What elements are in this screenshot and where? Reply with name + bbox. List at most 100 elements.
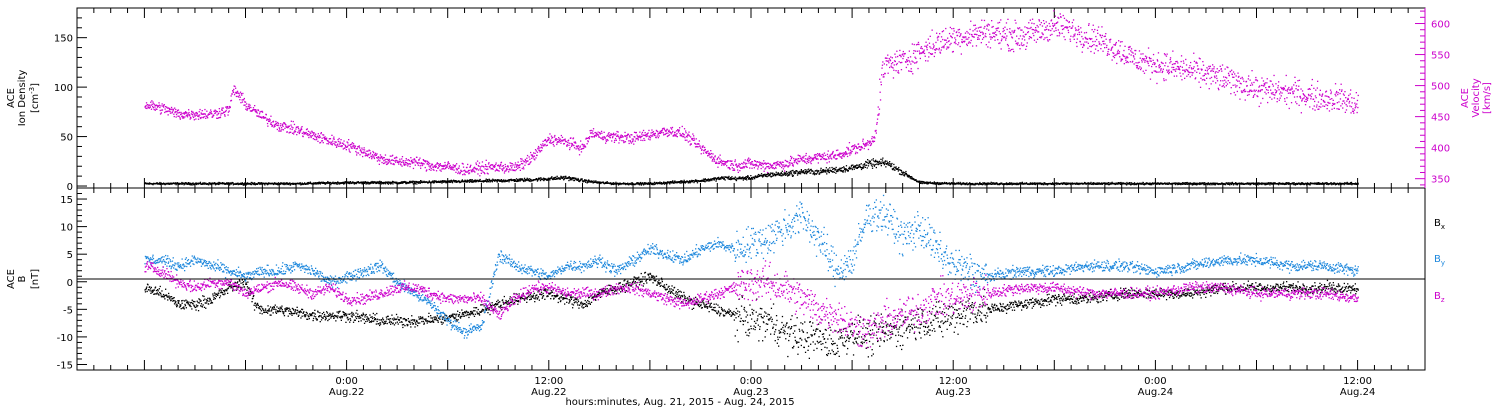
point-density xyxy=(1257,183,1259,185)
point-density xyxy=(237,182,239,184)
point-velocity xyxy=(373,157,376,160)
point-density xyxy=(440,181,442,183)
point-density xyxy=(1093,182,1095,184)
point-density xyxy=(853,166,855,168)
point-density xyxy=(415,180,418,183)
point-density xyxy=(886,163,888,165)
point-velocity xyxy=(313,138,316,141)
point-velocity xyxy=(315,139,317,141)
point-velocity xyxy=(647,135,649,137)
point-density xyxy=(440,180,443,182)
point-density xyxy=(740,177,742,180)
point-velocity xyxy=(492,168,494,170)
point-density xyxy=(159,183,162,186)
point-density xyxy=(1095,183,1097,185)
point-velocity xyxy=(357,152,360,154)
point-density xyxy=(869,160,871,162)
point-velocity xyxy=(403,163,405,165)
point-density xyxy=(937,182,939,184)
point-density xyxy=(843,166,845,168)
point-density xyxy=(502,181,504,183)
point-density xyxy=(734,178,736,180)
point-velocity xyxy=(539,150,542,152)
point-density xyxy=(557,177,559,179)
point-density xyxy=(387,182,389,184)
point-velocity xyxy=(607,139,609,142)
point-density xyxy=(909,177,911,179)
point-density xyxy=(821,169,824,171)
point-velocity xyxy=(189,115,191,117)
point-density xyxy=(547,177,550,179)
point-density xyxy=(929,181,931,183)
point-density xyxy=(1204,182,1206,184)
point-velocity xyxy=(563,139,565,141)
point-velocity xyxy=(349,151,351,153)
point-velocity xyxy=(470,164,472,166)
point-density xyxy=(584,180,586,182)
point-density xyxy=(1052,182,1054,184)
point-density xyxy=(420,181,423,183)
point-velocity xyxy=(219,116,222,118)
point-density xyxy=(485,178,487,180)
point-density xyxy=(466,180,468,182)
point-density xyxy=(341,181,344,184)
point-velocity xyxy=(161,109,163,111)
y-tick-label-0-right-5: 600 xyxy=(1431,20,1450,31)
point-density xyxy=(648,182,650,185)
point-velocity xyxy=(315,133,317,135)
point-density xyxy=(740,177,743,179)
point-velocity xyxy=(619,135,622,137)
point-density xyxy=(191,182,194,184)
point-velocity xyxy=(448,162,450,165)
point-velocity xyxy=(619,139,621,141)
point-density xyxy=(889,165,892,167)
point-density xyxy=(352,181,354,183)
point-density xyxy=(1133,184,1135,186)
point-density xyxy=(730,178,733,180)
point-density xyxy=(951,182,953,184)
point-density xyxy=(478,179,481,181)
point-velocity xyxy=(168,107,170,110)
point-density xyxy=(1334,183,1336,185)
point-density xyxy=(205,182,207,184)
point-density xyxy=(1345,183,1348,185)
point-density xyxy=(214,182,216,184)
point-density xyxy=(1069,183,1071,185)
point-velocity xyxy=(192,111,194,113)
point-velocity xyxy=(599,133,601,135)
point-density xyxy=(335,182,337,184)
point-velocity xyxy=(541,149,543,152)
point-density xyxy=(680,181,683,183)
point-density xyxy=(382,182,384,184)
point-density xyxy=(669,183,671,185)
point-density xyxy=(1177,183,1179,186)
point-velocity xyxy=(158,104,161,106)
point-velocity xyxy=(272,121,274,123)
point-density xyxy=(377,181,380,183)
point-velocity xyxy=(634,136,636,138)
point-velocity xyxy=(285,125,287,127)
point-density xyxy=(1202,182,1204,185)
point-density xyxy=(537,179,539,181)
point-velocity xyxy=(561,136,564,138)
point-velocity xyxy=(151,100,153,102)
point-velocity xyxy=(519,169,521,171)
point-density xyxy=(721,176,723,178)
point-velocity xyxy=(309,135,311,137)
point-velocity xyxy=(487,173,489,175)
point-density xyxy=(1155,182,1158,185)
point-velocity xyxy=(462,174,464,176)
point-density xyxy=(557,178,559,180)
point-velocity xyxy=(566,145,568,147)
point-density xyxy=(901,174,903,176)
point-velocity xyxy=(352,143,355,145)
point-velocity xyxy=(395,161,397,163)
point-density xyxy=(813,171,815,173)
point-velocity xyxy=(600,130,603,132)
point-density xyxy=(1343,182,1345,185)
point-density xyxy=(1232,184,1235,186)
point-density xyxy=(663,183,666,185)
point-velocity xyxy=(183,117,185,119)
point-density xyxy=(489,181,491,183)
point-density xyxy=(345,181,347,183)
